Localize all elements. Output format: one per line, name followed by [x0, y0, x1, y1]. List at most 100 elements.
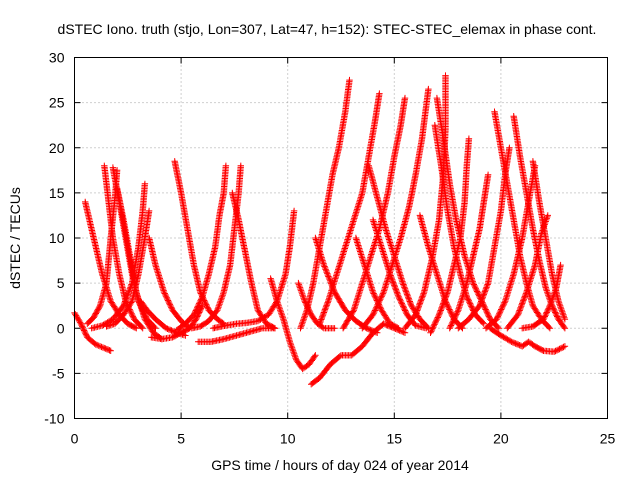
data-point — [320, 261, 328, 269]
data-point — [358, 254, 366, 261]
data-point — [415, 303, 422, 310]
data-point — [403, 291, 411, 298]
data-point — [482, 287, 489, 294]
data-point — [165, 298, 172, 306]
data-point — [319, 324, 326, 331]
data-point — [76, 317, 83, 325]
data-point — [325, 273, 332, 280]
data-point — [372, 329, 380, 336]
y-tick-label: -5 — [52, 365, 65, 381]
data-point — [520, 296, 527, 303]
data-point — [320, 309, 328, 316]
y-tick-label: 10 — [49, 230, 65, 246]
data-point — [192, 308, 199, 316]
y-tick-label: 25 — [49, 95, 65, 111]
y-tick-label: 30 — [49, 50, 65, 66]
data-arc — [195, 325, 279, 345]
data-arc — [308, 320, 409, 388]
data-point — [92, 341, 99, 348]
data-point — [299, 292, 306, 299]
data-point — [326, 293, 333, 300]
data-point — [297, 287, 305, 294]
data-point — [123, 294, 130, 301]
data-point — [401, 284, 408, 291]
data-point — [465, 135, 473, 142]
data-point — [128, 281, 135, 288]
data-point — [312, 352, 319, 359]
data-arc — [103, 207, 153, 330]
chart-title: dSTEC Iono. truth (stjo, Lon=307, Lat=47… — [58, 21, 597, 37]
data-point — [367, 282, 375, 290]
data-point — [82, 331, 90, 338]
data-point — [289, 347, 297, 354]
data-point — [321, 263, 328, 270]
x-tick-label: 10 — [280, 431, 296, 447]
data-point — [457, 299, 464, 306]
x-tick-label: 0 — [71, 431, 79, 447]
data-point — [103, 320, 110, 327]
data-point — [394, 263, 401, 270]
data-point — [79, 324, 86, 331]
data-arc — [297, 76, 353, 332]
data-point — [376, 239, 384, 246]
data-point — [94, 341, 101, 349]
data-point — [168, 304, 175, 311]
data-arc — [188, 162, 244, 332]
data-point — [162, 291, 169, 299]
y-tick-label: 15 — [49, 185, 65, 201]
data-point — [190, 311, 198, 318]
data-point — [196, 299, 203, 306]
data-point — [302, 310, 309, 317]
data-point — [556, 301, 563, 308]
data-point — [301, 314, 308, 321]
data-point — [278, 311, 285, 318]
data-arc — [267, 275, 319, 373]
y-tick-label: 5 — [57, 275, 65, 291]
data-point — [457, 298, 465, 305]
data-point — [197, 305, 205, 312]
data-point — [561, 314, 568, 321]
data-point — [275, 302, 282, 309]
data-point — [192, 316, 200, 323]
data-point — [270, 324, 277, 331]
data-point — [417, 297, 425, 304]
data-point — [194, 303, 201, 310]
data-point — [298, 320, 306, 327]
data-point — [214, 307, 221, 314]
y-axis-label: dSTEC / TECUs — [7, 187, 23, 289]
data-point — [141, 180, 149, 187]
data-point — [353, 298, 360, 305]
data-point — [391, 283, 398, 290]
data-point — [522, 291, 529, 299]
data-point — [299, 319, 306, 326]
data-point — [193, 306, 200, 313]
data-point — [419, 291, 427, 299]
data-point — [80, 326, 87, 333]
data-point — [384, 233, 392, 240]
data-point — [502, 296, 509, 303]
data-point — [290, 207, 298, 215]
data-point — [404, 292, 411, 299]
data-point — [458, 296, 465, 303]
data-point — [191, 310, 198, 317]
data-point — [79, 323, 86, 330]
data-point — [96, 343, 104, 350]
data-point — [353, 296, 361, 303]
data-point — [517, 304, 524, 311]
data-point — [277, 307, 284, 314]
data-point — [296, 282, 303, 290]
data-point — [311, 353, 318, 360]
data-point — [192, 307, 200, 314]
data-point — [121, 298, 129, 305]
data-point — [324, 270, 331, 277]
data-arc — [148, 302, 206, 343]
data-point — [72, 311, 79, 318]
data-point — [321, 264, 329, 272]
x-tick-label: 15 — [387, 431, 403, 447]
data-point — [95, 342, 102, 349]
data-point — [107, 347, 114, 354]
data-point — [96, 303, 103, 311]
data-point — [98, 343, 105, 351]
data-point — [557, 305, 565, 312]
